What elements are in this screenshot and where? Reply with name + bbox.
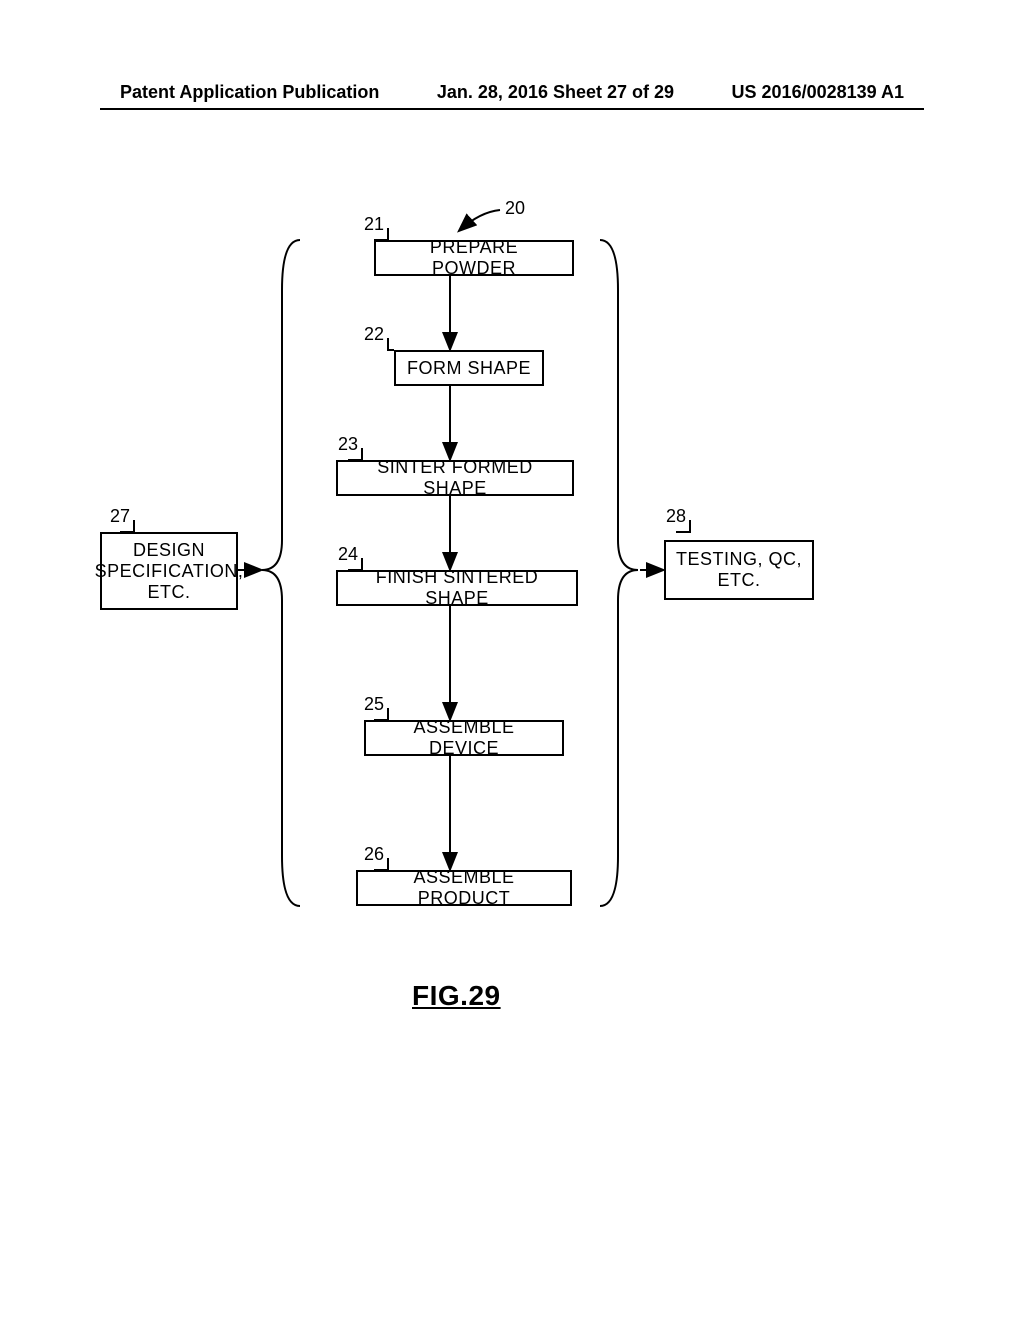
box-label: SINTER FORMED SHAPE [348, 457, 562, 499]
box-label: PREPARE POWDER [386, 237, 562, 279]
box-design-spec: DESIGN SPECIFICATION, ETC. [100, 532, 238, 610]
header-left: Patent Application Publication [120, 82, 379, 103]
box-prepare-powder: PREPARE POWDER [374, 240, 574, 276]
ref-27: 27 [110, 506, 130, 527]
box-finish-sintered-shape: FINISH SINTERED SHAPE [336, 570, 578, 606]
diagram-lines [0, 200, 1024, 1060]
box-sinter-formed-shape: SINTER FORMED SHAPE [336, 460, 574, 496]
box-label: ASSEMBLE PRODUCT [368, 867, 560, 909]
ref-21: 21 [364, 214, 384, 235]
box-assemble-device: ASSEMBLE DEVICE [364, 720, 564, 756]
header-rule [100, 108, 924, 110]
ref-26: 26 [364, 844, 384, 865]
ref-24: 24 [338, 544, 358, 565]
ref-25: 25 [364, 694, 384, 715]
box-label: DESIGN SPECIFICATION, ETC. [95, 540, 244, 603]
header-center: Jan. 28, 2016 Sheet 27 of 29 [437, 82, 674, 103]
ref-23: 23 [338, 434, 358, 455]
figure-label: FIG.29 [412, 980, 501, 1012]
box-label: ASSEMBLE DEVICE [376, 717, 552, 759]
box-testing-qc: TESTING, QC, ETC. [664, 540, 814, 600]
page-header: Patent Application Publication Jan. 28, … [0, 82, 1024, 103]
box-form-shape: FORM SHAPE [394, 350, 544, 386]
box-label: FINISH SINTERED SHAPE [348, 567, 566, 609]
flowchart-diagram: 20 PREPARE POWDER 21 FORM SHAPE 22 SINTE… [0, 200, 1024, 1060]
box-label: FORM SHAPE [407, 358, 531, 379]
box-label: TESTING, QC, ETC. [676, 549, 802, 591]
box-assemble-product: ASSEMBLE PRODUCT [356, 870, 572, 906]
ref-22: 22 [364, 324, 384, 345]
ref-20: 20 [505, 198, 525, 219]
ref-28: 28 [666, 506, 686, 527]
header-right: US 2016/0028139 A1 [732, 82, 904, 103]
